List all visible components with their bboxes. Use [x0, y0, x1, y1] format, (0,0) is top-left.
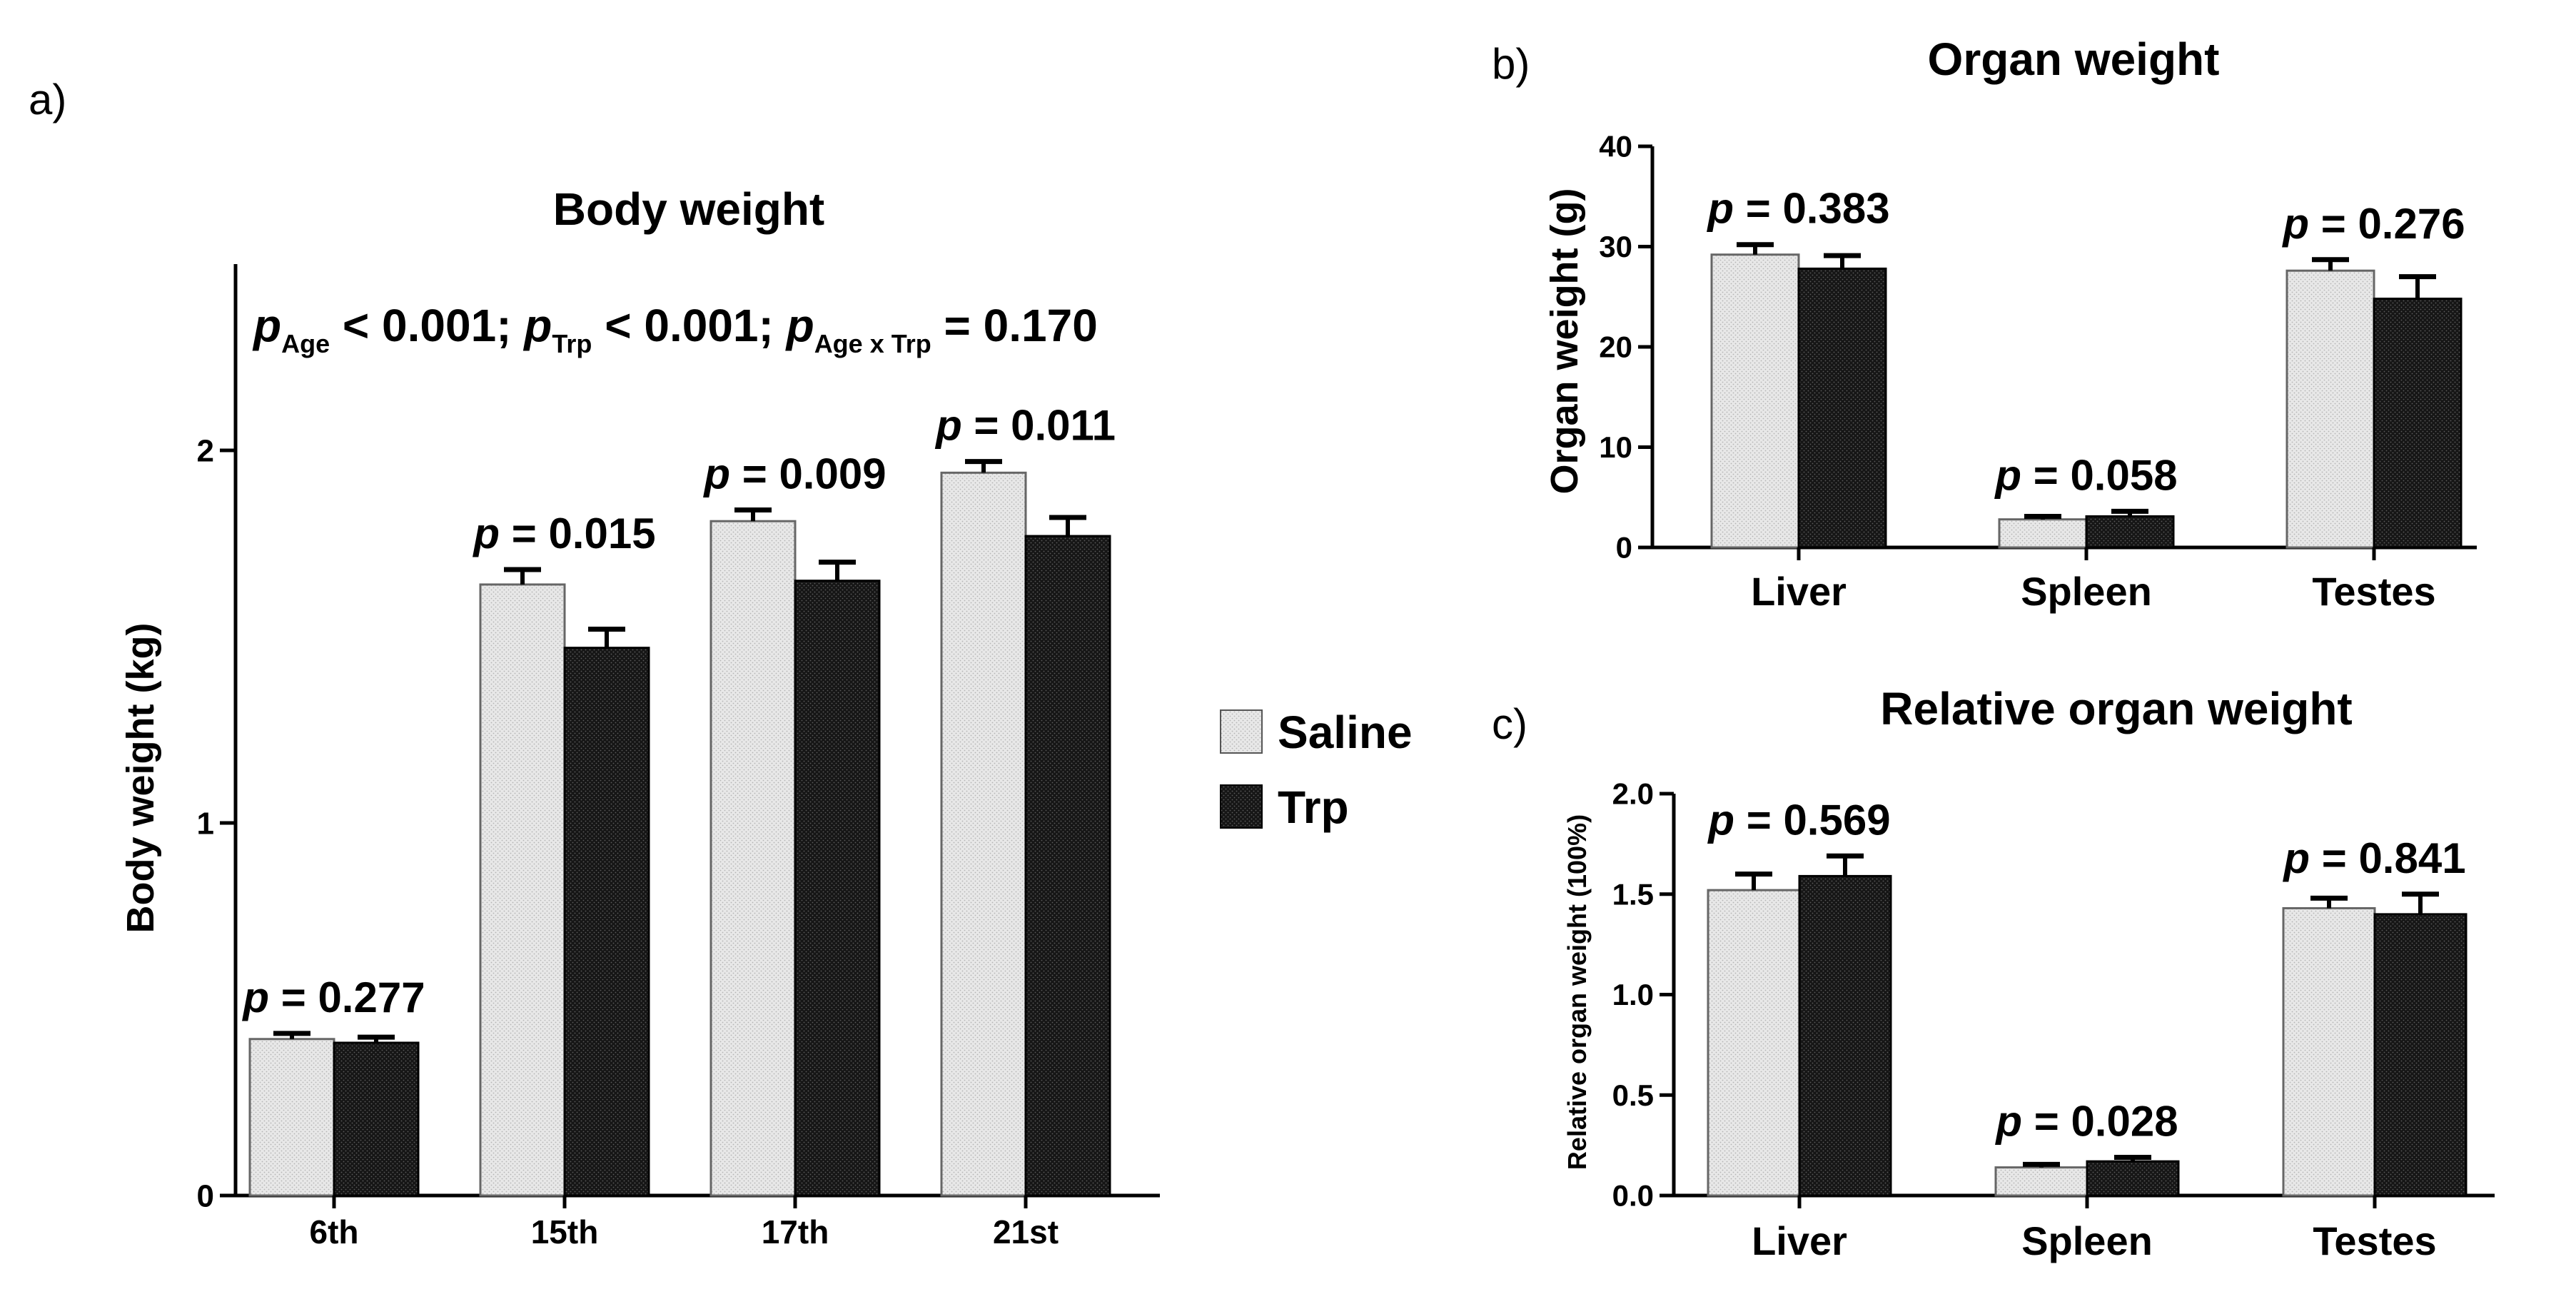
bar-saline-testes: [2285, 269, 2375, 549]
y-tick-label: 1.5: [1612, 877, 1654, 911]
chart-a: 0 1 2 6th p = 0.277 15th p = 0.015 17th p = 0.00…: [197, 264, 1160, 1250]
y-tick-label: 0: [197, 1178, 214, 1213]
p-value-label: p = 0.276: [2281, 200, 2465, 248]
panel-c-label: c): [1492, 700, 1527, 748]
p-value-label: p = 0.058: [1994, 451, 2177, 499]
x-tick-label-17th: 17th: [762, 1213, 829, 1250]
bar-trp-21st: [1024, 535, 1111, 1197]
p-value-label: p = 0.383: [1706, 185, 1889, 233]
legend-label-saline: Saline: [1278, 707, 1413, 758]
chart-title-body-weight: Body weight: [553, 183, 824, 235]
p-value-label: p = 0.569: [1707, 796, 1890, 844]
p-value-label: p = 0.277: [241, 974, 425, 1021]
x-tick-label-testes: Testes: [2313, 1218, 2436, 1263]
bar-trp-spleen: [2086, 1160, 2180, 1197]
p-value-label: p = 0.009: [702, 450, 886, 498]
bar-saline-spleen: [1998, 518, 2088, 549]
y-tick-label: 30: [1599, 230, 1632, 263]
panel-a-label: a): [29, 76, 66, 123]
y-axis-label-b: Organ weight (g): [1543, 188, 1586, 495]
bar-trp-17th: [794, 580, 881, 1197]
p-value-label: p = 0.841: [2282, 834, 2465, 882]
bar-trp-15th: [563, 647, 650, 1197]
y-tick-label: 2: [197, 433, 214, 468]
x-tick-label-testes: Testes: [2312, 569, 2435, 614]
bar-trp-testes: [2373, 913, 2468, 1197]
legend-swatch-trp: [1220, 784, 1263, 829]
x-tick-label-21st: 21st: [993, 1213, 1059, 1250]
y-tick-label: 0.0: [1612, 1179, 1654, 1213]
bar-trp-spleen: [2085, 515, 2175, 549]
x-tick-label-15th: 15th: [531, 1213, 599, 1250]
x-tick-label-6th: 6th: [310, 1213, 359, 1250]
y-tick-label: 1: [197, 806, 214, 841]
y-tick-label: 0.5: [1612, 1078, 1654, 1112]
bar-saline-liver: [1707, 889, 1801, 1197]
x-tick-label-liver: Liver: [1752, 1218, 1847, 1263]
bar-saline-15th: [479, 583, 566, 1197]
p-value-label: p = 0.015: [472, 510, 655, 557]
y-axis-label-a: Body weight (kg): [119, 623, 162, 934]
bar-trp-liver: [1797, 267, 1887, 549]
chart-title-relative-organ-weight: Relative organ weight: [1880, 683, 2352, 734]
bar-saline-testes: [2282, 906, 2376, 1197]
y-tick-label: 0: [1616, 531, 1632, 565]
p-value-label: p = 0.028: [1994, 1098, 2178, 1146]
bar-trp-liver: [1798, 874, 1892, 1197]
bar-saline-17th: [709, 520, 797, 1197]
x-tick-label-liver: Liver: [1751, 569, 1847, 614]
y-tick-label: 20: [1599, 330, 1632, 364]
y-tick-label: 2.0: [1612, 777, 1654, 811]
y-tick-label: 40: [1599, 130, 1632, 163]
y-tick-label: 10: [1599, 430, 1632, 464]
chart-c: 0.0 0.5 1.0 1.5 2.0 Liver p = 0.569 Spleen p = 0…: [1612, 777, 2495, 1263]
stats-annotation: pAge < 0.001; pTrp < 0.001; pAge x Trp =…: [252, 300, 1098, 358]
bar-saline-6th: [248, 1038, 335, 1197]
legend-label-trp: Trp: [1278, 782, 1349, 833]
bar-trp-6th: [333, 1041, 420, 1197]
x-tick-label-spleen: Spleen: [2021, 1218, 2153, 1263]
bar-saline-liver: [1710, 253, 1800, 549]
y-tick-label: 1.0: [1612, 978, 1654, 1011]
chart-b: 0 10 20 30 40 Liver p = 0.383 Spleen p = 0.058 Te…: [1599, 130, 2477, 614]
bar-trp-testes: [2373, 298, 2463, 549]
p-value-label: p = 0.011: [934, 402, 1116, 450]
panel-b-label: b): [1492, 40, 1530, 88]
bar-saline-spleen: [1994, 1166, 2088, 1197]
bar-saline-21st: [940, 471, 1027, 1197]
y-axis-label-c: Relative organ weight (100%): [1562, 814, 1592, 1170]
chart-title-organ-weight: Organ weight: [1928, 34, 2220, 85]
legend-swatch-saline: [1220, 709, 1263, 754]
x-tick-label-spleen: Spleen: [2021, 569, 2152, 614]
legend: Saline Trp: [1220, 707, 1413, 833]
